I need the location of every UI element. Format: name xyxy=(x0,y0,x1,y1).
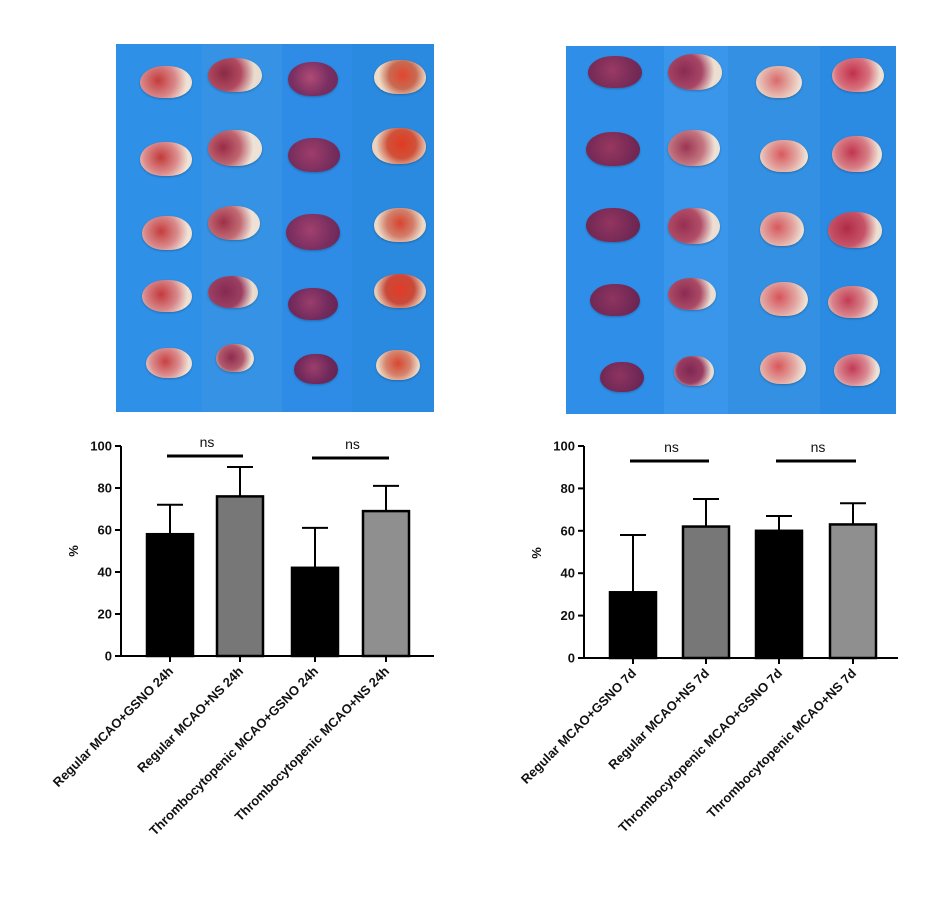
y-tick-label: 40 xyxy=(98,565,112,580)
brain-slice xyxy=(668,130,720,166)
y-tick-label: 40 xyxy=(561,566,575,581)
significance-label: ns xyxy=(345,436,360,452)
y-tick-label: 80 xyxy=(561,481,575,496)
significance-label: ns xyxy=(200,434,215,450)
brain-slice xyxy=(208,276,258,308)
brain-slice xyxy=(760,282,808,316)
brain-slice xyxy=(832,136,882,172)
brain-slice xyxy=(668,54,722,90)
y-tick-label: 20 xyxy=(561,608,575,623)
y-tick-label: 80 xyxy=(98,481,112,496)
brain-slice xyxy=(828,212,882,248)
category-label: Regular MCAO+GSNO 24h xyxy=(50,663,176,789)
brain-slice xyxy=(668,208,720,244)
brain-slice xyxy=(834,354,880,386)
brain-slice xyxy=(600,362,644,392)
brain-slice xyxy=(208,58,262,92)
bar xyxy=(215,495,265,658)
brain-slice xyxy=(208,130,262,166)
brain-slice xyxy=(142,280,192,312)
category-label: Thrombocytopenic MCAO+NS 24h xyxy=(232,663,393,824)
significance-label: ns xyxy=(811,439,826,455)
bar xyxy=(145,532,195,658)
brain-slice xyxy=(140,142,192,176)
y-tick-label: 60 xyxy=(561,523,575,538)
y-axis-title: % xyxy=(66,545,81,557)
bar xyxy=(290,566,340,658)
category-label: Thrombocytopenic MCAO+GSNO 7d xyxy=(615,665,785,835)
y-axis-title: % xyxy=(529,547,544,559)
brain-slice xyxy=(286,214,340,250)
brain-slice xyxy=(146,348,192,378)
y-tick-label: 60 xyxy=(98,523,112,538)
category-label: Regular MCAO+GSNO 7d xyxy=(518,665,639,786)
brain-slice xyxy=(216,344,254,372)
brain-slice xyxy=(372,128,426,164)
y-tick-label: 100 xyxy=(553,439,575,454)
brain-slice xyxy=(760,212,804,246)
brain-slices-photo-24h xyxy=(116,44,434,412)
brain-slice xyxy=(376,350,420,380)
significance-label: ns xyxy=(664,439,679,455)
brain-slice xyxy=(586,132,640,166)
brain-slice xyxy=(828,286,878,318)
y-tick-label: 0 xyxy=(568,651,575,666)
bar xyxy=(608,591,658,660)
brain-slice xyxy=(590,284,640,316)
brain-slice xyxy=(288,288,338,320)
brain-slice xyxy=(288,138,340,172)
bar xyxy=(361,509,411,658)
brain-slice xyxy=(140,66,192,98)
brain-slice xyxy=(374,208,426,242)
brain-slice xyxy=(142,216,192,250)
brain-slice xyxy=(294,354,338,384)
brain-slice xyxy=(374,60,426,94)
brain-slices-photo-7d xyxy=(566,46,896,414)
brain-slice xyxy=(832,58,884,92)
brain-slice xyxy=(668,278,716,310)
brain-slice xyxy=(674,356,714,386)
y-tick-label: 100 xyxy=(90,439,112,454)
category-label: Thrombocytopenic MCAO+NS 7d xyxy=(704,665,859,820)
bar xyxy=(828,523,878,660)
brain-slice xyxy=(288,62,338,96)
bar xyxy=(754,529,804,660)
brain-slice xyxy=(756,66,802,98)
y-tick-label: 20 xyxy=(98,607,112,622)
brain-slice xyxy=(208,206,260,240)
y-tick-label: 0 xyxy=(105,649,112,664)
brain-slice xyxy=(374,274,426,308)
brain-slice xyxy=(760,352,806,384)
brain-slice xyxy=(588,56,642,88)
brain-slice xyxy=(760,140,808,172)
bar xyxy=(681,525,731,660)
brain-slice xyxy=(586,208,640,242)
